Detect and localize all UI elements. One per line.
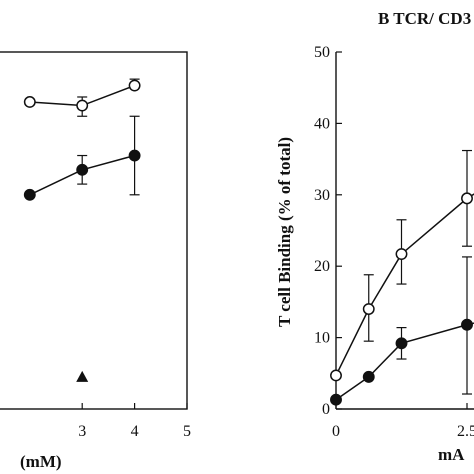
open-circle-point [128,79,141,92]
filled-circle-point [330,393,342,406]
y-tick-label: 30 [314,187,330,204]
y-tick-label: 10 [314,330,330,347]
y-tick-label: 0 [322,401,330,418]
filled-circle-point [128,149,141,162]
series-line [335,193,474,376]
panel-b: 0 2.5 0 10 20 30 40 50 B TCR/ CD3 mA T cell Bindin… [275,9,474,464]
x-tick-label: 0 [332,423,340,440]
x-tick-label: 5 [183,423,191,440]
filled-circle-point [76,163,89,176]
plot-frame [0,51,188,410]
open-circle-point [330,369,342,382]
filled-circle-point [23,188,36,201]
panel-a: 3 4 5 (mM) [0,51,191,471]
x-axis-label: mA [438,445,465,464]
chart-title: B TCR/ CD3 [378,9,471,28]
filled-circle-point [362,370,375,383]
x-axis-label: (mM) [20,452,62,471]
filled-circle-point [461,318,473,331]
open-circle-point [362,303,375,315]
y-tick-label: 20 [314,258,330,275]
filled-circle-point [395,337,408,350]
y-axis-label: T cell Binding (% of total) [275,137,294,327]
y-tick-label: 40 [314,115,330,132]
filled-triangle-marker [76,370,89,382]
open-circle-point [461,192,473,205]
x-tick-label: 3 [78,423,86,440]
open-circle-point [395,248,408,261]
x-tick-label: 2.5 [457,423,474,440]
y-tick-label: 50 [314,44,330,61]
open-circle-point [23,96,36,108]
x-tick-label: 4 [131,423,139,440]
open-circle-point [76,99,89,112]
